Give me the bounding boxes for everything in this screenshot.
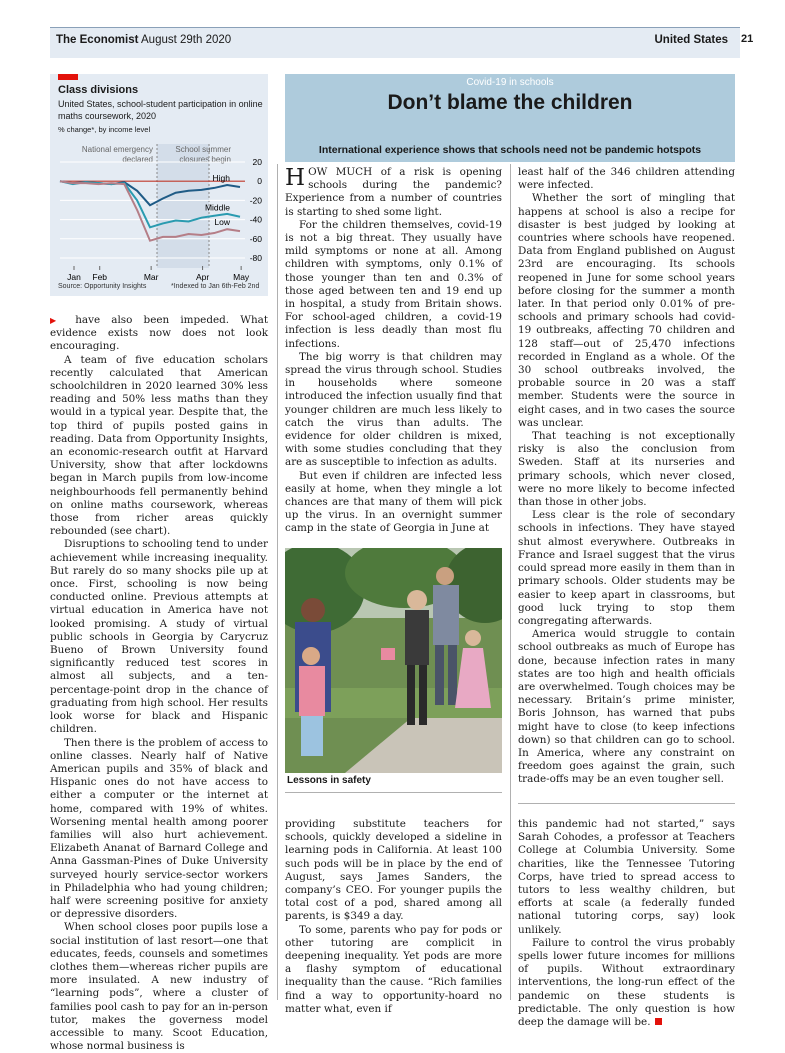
middle-column-top: H OW MUCH of a risk is opening schools du… [285,166,502,536]
middle-column-bottom: providing substitute teachers for school… [285,818,502,1016]
line-chart: National emergency declared School summe… [50,140,268,282]
x-tick-label: Apr [196,272,209,282]
smallcaps-run: CEO [346,884,370,896]
y-tick-label: -60 [250,234,263,244]
x-tick-label: Feb [92,272,107,282]
section-name: United States [655,34,729,46]
paragraph: this pandemic had not started,” says Sar… [518,818,735,937]
paragraph: America would struggle to contain school… [518,628,735,786]
paragraph: That teaching is not exceptionally risky… [518,430,735,509]
article-kicker: Covid-19 in schools [285,77,735,88]
y-tick-label: 0 [257,176,262,186]
article-photo [285,548,502,773]
paragraph: Disruptions to schooling tend to under a… [50,538,268,736]
drop-cap: H [285,167,305,189]
y-tick-label: -40 [250,215,263,225]
section-rule [518,803,735,804]
paragraph: A team of five education scholars recent… [50,354,268,539]
paragraph: But even if children are infected less e… [285,470,502,536]
paragraph: To some, parents who pay for pods or oth… [285,924,502,1016]
publication-line: The Economist August 29th 2020 [56,34,231,46]
y-tick-label: 20 [253,157,263,167]
chart-title: Class divisions [58,84,138,96]
caption-rule [285,792,502,793]
paragraph: When school closes poor pupils lose a so… [50,921,268,1053]
annotation-emergency-line1: National emergency [82,145,153,154]
continuation-paragraph: ▶ have also been impeded. What evidence … [50,314,268,354]
chart-unit: % change*, by income level [58,125,150,134]
series-label-high: High [213,173,231,183]
continuation-arrow-icon: ▶ [50,316,64,325]
paragraph: least half of the 346 children attending… [518,166,735,192]
series-label-low: Low [214,217,230,227]
chart-subtitle: United States, school-student participat… [58,98,263,122]
paragraph: Then there is the problem of access to o… [50,737,268,922]
annotation-summer-line2: closures begin [179,155,231,164]
series-line-high [60,181,240,205]
annotation-summer-line1: School summer [175,145,231,154]
right-column-top: least half of the 346 children attending… [518,166,735,787]
chart-source: Source: Opportunity Insights [58,283,146,290]
photo-caption: Lessons in safety [287,775,371,786]
chart-footnote: *Indexed to Jan 6th-Feb 2nd [171,283,259,290]
end-mark-icon [655,1018,662,1025]
column-rule [277,164,278,1000]
x-tick-label: Jan [67,272,81,282]
continuation-text: have also been impeded. What evidence ex… [50,314,268,352]
page-header: The Economist August 29th 2020 United St… [50,27,740,58]
left-column: ▶ have also been impeded. What evidence … [50,314,268,1053]
lead-smallcaps: OW MUCH [308,166,372,178]
series-label-middle: Middle [205,203,230,213]
x-tick-label: May [233,272,250,282]
paragraph: Whether the sort of mingling that happen… [518,192,735,430]
page-number: 21 [741,33,753,45]
column-rule [510,164,511,1000]
paragraph: Less clear is the role of secondary scho… [518,509,735,628]
photo-illustration [285,548,502,773]
issue-date: August 29th 2020 [141,34,231,46]
paragraph: Failure to control the virus probably sp… [518,937,735,1029]
x-tick-label: Mar [144,272,159,282]
article-headline: Don’t blame the children [285,91,735,115]
paragraph: The big worry is that children may sprea… [285,351,502,470]
chart-red-tag [58,74,78,80]
y-tick-label: -80 [250,253,263,263]
publication-name: The Economist [56,34,138,46]
closing-text: Failure to control the virus probably sp… [518,937,735,1028]
article-standfirst: International experience shows that scho… [285,144,735,156]
annotation-emergency-line2: declared [122,155,153,164]
paragraph: providing substitute teachers for school… [285,818,502,924]
paragraph: For the children themselves, covid-19 is… [285,219,502,351]
lead-paragraph: H OW MUCH of a risk is opening schools du… [285,166,502,219]
y-tick-label: -20 [250,195,263,205]
right-column-bottom: this pandemic had not started,” says Sar… [518,818,735,1029]
